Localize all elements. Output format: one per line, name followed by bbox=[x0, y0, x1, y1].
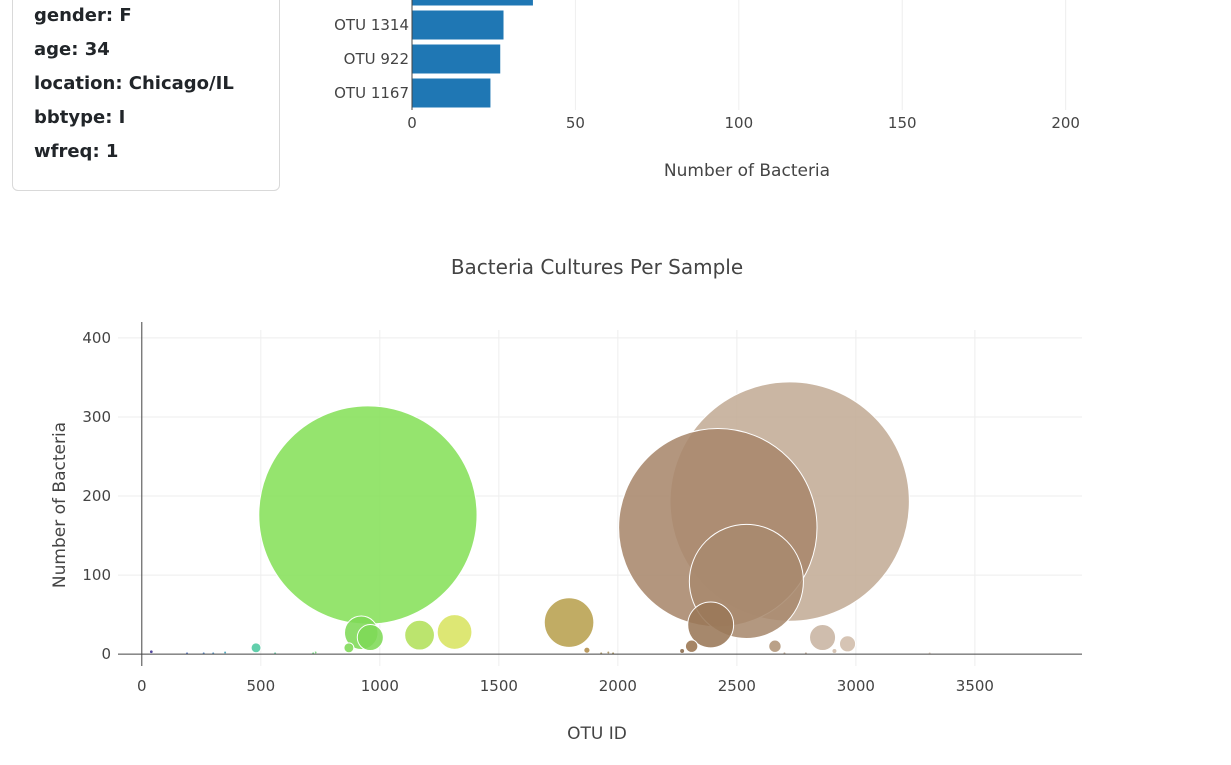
bar-y-tick-label: OTU 1314 bbox=[334, 16, 409, 34]
bubble bbox=[343, 642, 355, 654]
bubble-x-tick-label: 1500 bbox=[480, 677, 518, 695]
bubble-x-tick-label: 2000 bbox=[599, 677, 637, 695]
bubble-x-tick-label: 1000 bbox=[361, 677, 399, 695]
bar bbox=[412, 10, 504, 40]
bubble-chart-y-tick-labels: 0 100 200 300 400 bbox=[82, 329, 111, 663]
metadata-item-gender: gender: F bbox=[34, 5, 132, 26]
bubble-x-tick-label: 2500 bbox=[718, 677, 756, 695]
metadata-value: 34 bbox=[84, 39, 110, 60]
bar-x-tick-label: 0 bbox=[407, 114, 417, 132]
metadata-label: gender bbox=[34, 5, 106, 26]
bubble bbox=[831, 647, 838, 654]
bubble-y-tick-label: 200 bbox=[82, 487, 111, 505]
bubble-y-tick-label: 400 bbox=[82, 329, 111, 347]
bar-chart-x-tick-labels: 0 50 100 150 200 bbox=[407, 114, 1080, 132]
bubble-x-tick-label: 500 bbox=[246, 677, 275, 695]
bar bbox=[412, 0, 533, 6]
bubble-chart-x-tick-labels: 0 500 1000 1500 2000 2500 3000 3500 bbox=[137, 677, 994, 695]
top-otu-bar-chart: OTU 1314 OTU 922 OTU 1167 0 50 100 150 200 Num… bbox=[334, 0, 1080, 181]
bubble-x-tick-label: 3500 bbox=[956, 677, 994, 695]
bubble bbox=[223, 650, 228, 655]
bar-x-tick-label: 50 bbox=[566, 114, 585, 132]
metadata-label: location bbox=[34, 73, 116, 94]
bubble bbox=[250, 642, 262, 654]
metadata-value: 1 bbox=[105, 141, 119, 162]
bar-chart-gridlines bbox=[574, 0, 1067, 110]
metadata-value: Chicago/IL bbox=[128, 73, 234, 94]
bar-x-tick-label: 200 bbox=[1051, 114, 1080, 132]
metadata-list: gender: F age: 34 location: Chicago/IL bbty… bbox=[34, 0, 234, 169]
metadata-item-location: location: Chicago/IL bbox=[34, 73, 234, 94]
bubble-y-tick-label: 100 bbox=[82, 566, 111, 584]
bubble bbox=[148, 649, 154, 655]
bar bbox=[412, 44, 501, 74]
bubble bbox=[768, 639, 782, 653]
metadata-label: age bbox=[34, 39, 72, 60]
bar-y-tick-label: OTU 1167 bbox=[334, 84, 409, 102]
bar-y-tick-label: OTU 922 bbox=[344, 50, 409, 68]
bubble bbox=[436, 614, 473, 650]
metadata-item-bbtype: bbtype: I bbox=[34, 107, 126, 128]
bubble bbox=[687, 601, 735, 649]
metadata-item-age: age: 34 bbox=[34, 39, 110, 60]
metadata-panel: gender: F age: 34 location: Chicago/IL bbty… bbox=[12, 0, 280, 191]
bubble-chart-x-axis-title: OTU ID bbox=[567, 724, 627, 744]
bubble bbox=[583, 646, 591, 654]
bubble-y-tick-label: 0 bbox=[101, 645, 111, 663]
bar-chart-y-tick-labels: OTU 1314 OTU 922 OTU 1167 bbox=[334, 16, 409, 102]
metadata-value: F bbox=[119, 5, 132, 26]
bubble-chart: Bacteria Cultures Per Sample 0 500 1000 150… bbox=[50, 255, 1082, 744]
metadata-item-wfreq: wfreq: 1 bbox=[34, 141, 119, 162]
metadata-label: wfreq bbox=[34, 141, 93, 162]
bar-chart-bars bbox=[412, 0, 533, 108]
bubble bbox=[404, 619, 435, 651]
bubble bbox=[543, 597, 595, 648]
bubble bbox=[356, 624, 384, 652]
bubble bbox=[679, 647, 686, 654]
bubble bbox=[258, 405, 478, 625]
bubble-chart-title: Bacteria Cultures Per Sample bbox=[451, 255, 743, 279]
bar bbox=[412, 78, 491, 108]
bubble bbox=[838, 635, 857, 653]
bar-x-tick-label: 150 bbox=[888, 114, 917, 132]
bubble-x-tick-label: 3000 bbox=[837, 677, 875, 695]
bubble bbox=[809, 624, 837, 652]
bar-x-tick-label: 100 bbox=[725, 114, 754, 132]
bubble-chart-y-axis-title: Number of Bacteria bbox=[50, 422, 70, 588]
bar-chart-x-axis-title: Number of Bacteria bbox=[664, 161, 830, 181]
bubble bbox=[684, 639, 699, 653]
bubble-chart-bubbles bbox=[148, 381, 932, 656]
bubble-x-tick-label: 0 bbox=[137, 677, 147, 695]
bubble bbox=[606, 650, 611, 655]
metadata-label: bbtype bbox=[34, 107, 106, 128]
bubble-y-tick-label: 300 bbox=[82, 408, 111, 426]
metadata-value: I bbox=[118, 107, 126, 128]
